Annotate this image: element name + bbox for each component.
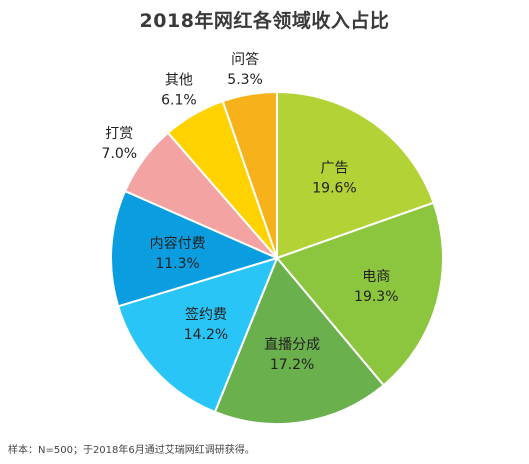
slice-value-label: 19.6% bbox=[312, 181, 356, 197]
slice-value-label: 19.3% bbox=[354, 289, 398, 305]
chart-title: 2018年网红各领域收入占比 bbox=[139, 10, 390, 32]
footnote: 样本：N=500；于2018年6月通过艾瑞网红调研获得。 bbox=[8, 445, 255, 456]
pie-slice-8 bbox=[221, 90, 278, 259]
pie-slice-5 bbox=[110, 189, 280, 308]
slice-name-label: 打赏 bbox=[105, 125, 133, 142]
slice-name-label: 广告 bbox=[321, 161, 349, 177]
slice-value-label: 17.2% bbox=[270, 357, 314, 373]
slice-value-label: 14.2% bbox=[184, 327, 228, 343]
slice-name-label: 直播分成 bbox=[264, 336, 320, 353]
slice-value-label: 7.0% bbox=[102, 146, 138, 162]
slice-name-label: 电商 bbox=[362, 269, 390, 285]
slice-value-label: 6.1% bbox=[161, 93, 197, 109]
slice-name-label: 其他 bbox=[165, 73, 193, 89]
pie-slice-2 bbox=[275, 201, 444, 387]
slice-name-label: 内容付费 bbox=[150, 235, 206, 252]
pie-slice-3 bbox=[213, 256, 386, 426]
pie-slices bbox=[110, 90, 444, 426]
pie-slice-4 bbox=[116, 256, 279, 414]
slice-name-label: 问答 bbox=[231, 51, 259, 68]
slice-name-label: 签约费 bbox=[185, 306, 227, 323]
slice-value-label: 5.3% bbox=[227, 72, 263, 88]
slice-value-label: 11.3% bbox=[155, 256, 199, 272]
pie-labels: 广告 19.6% 电商 19.3% 直播分成 17.2% 签约费 14.2% 内容付费 11.3%… bbox=[102, 51, 399, 373]
